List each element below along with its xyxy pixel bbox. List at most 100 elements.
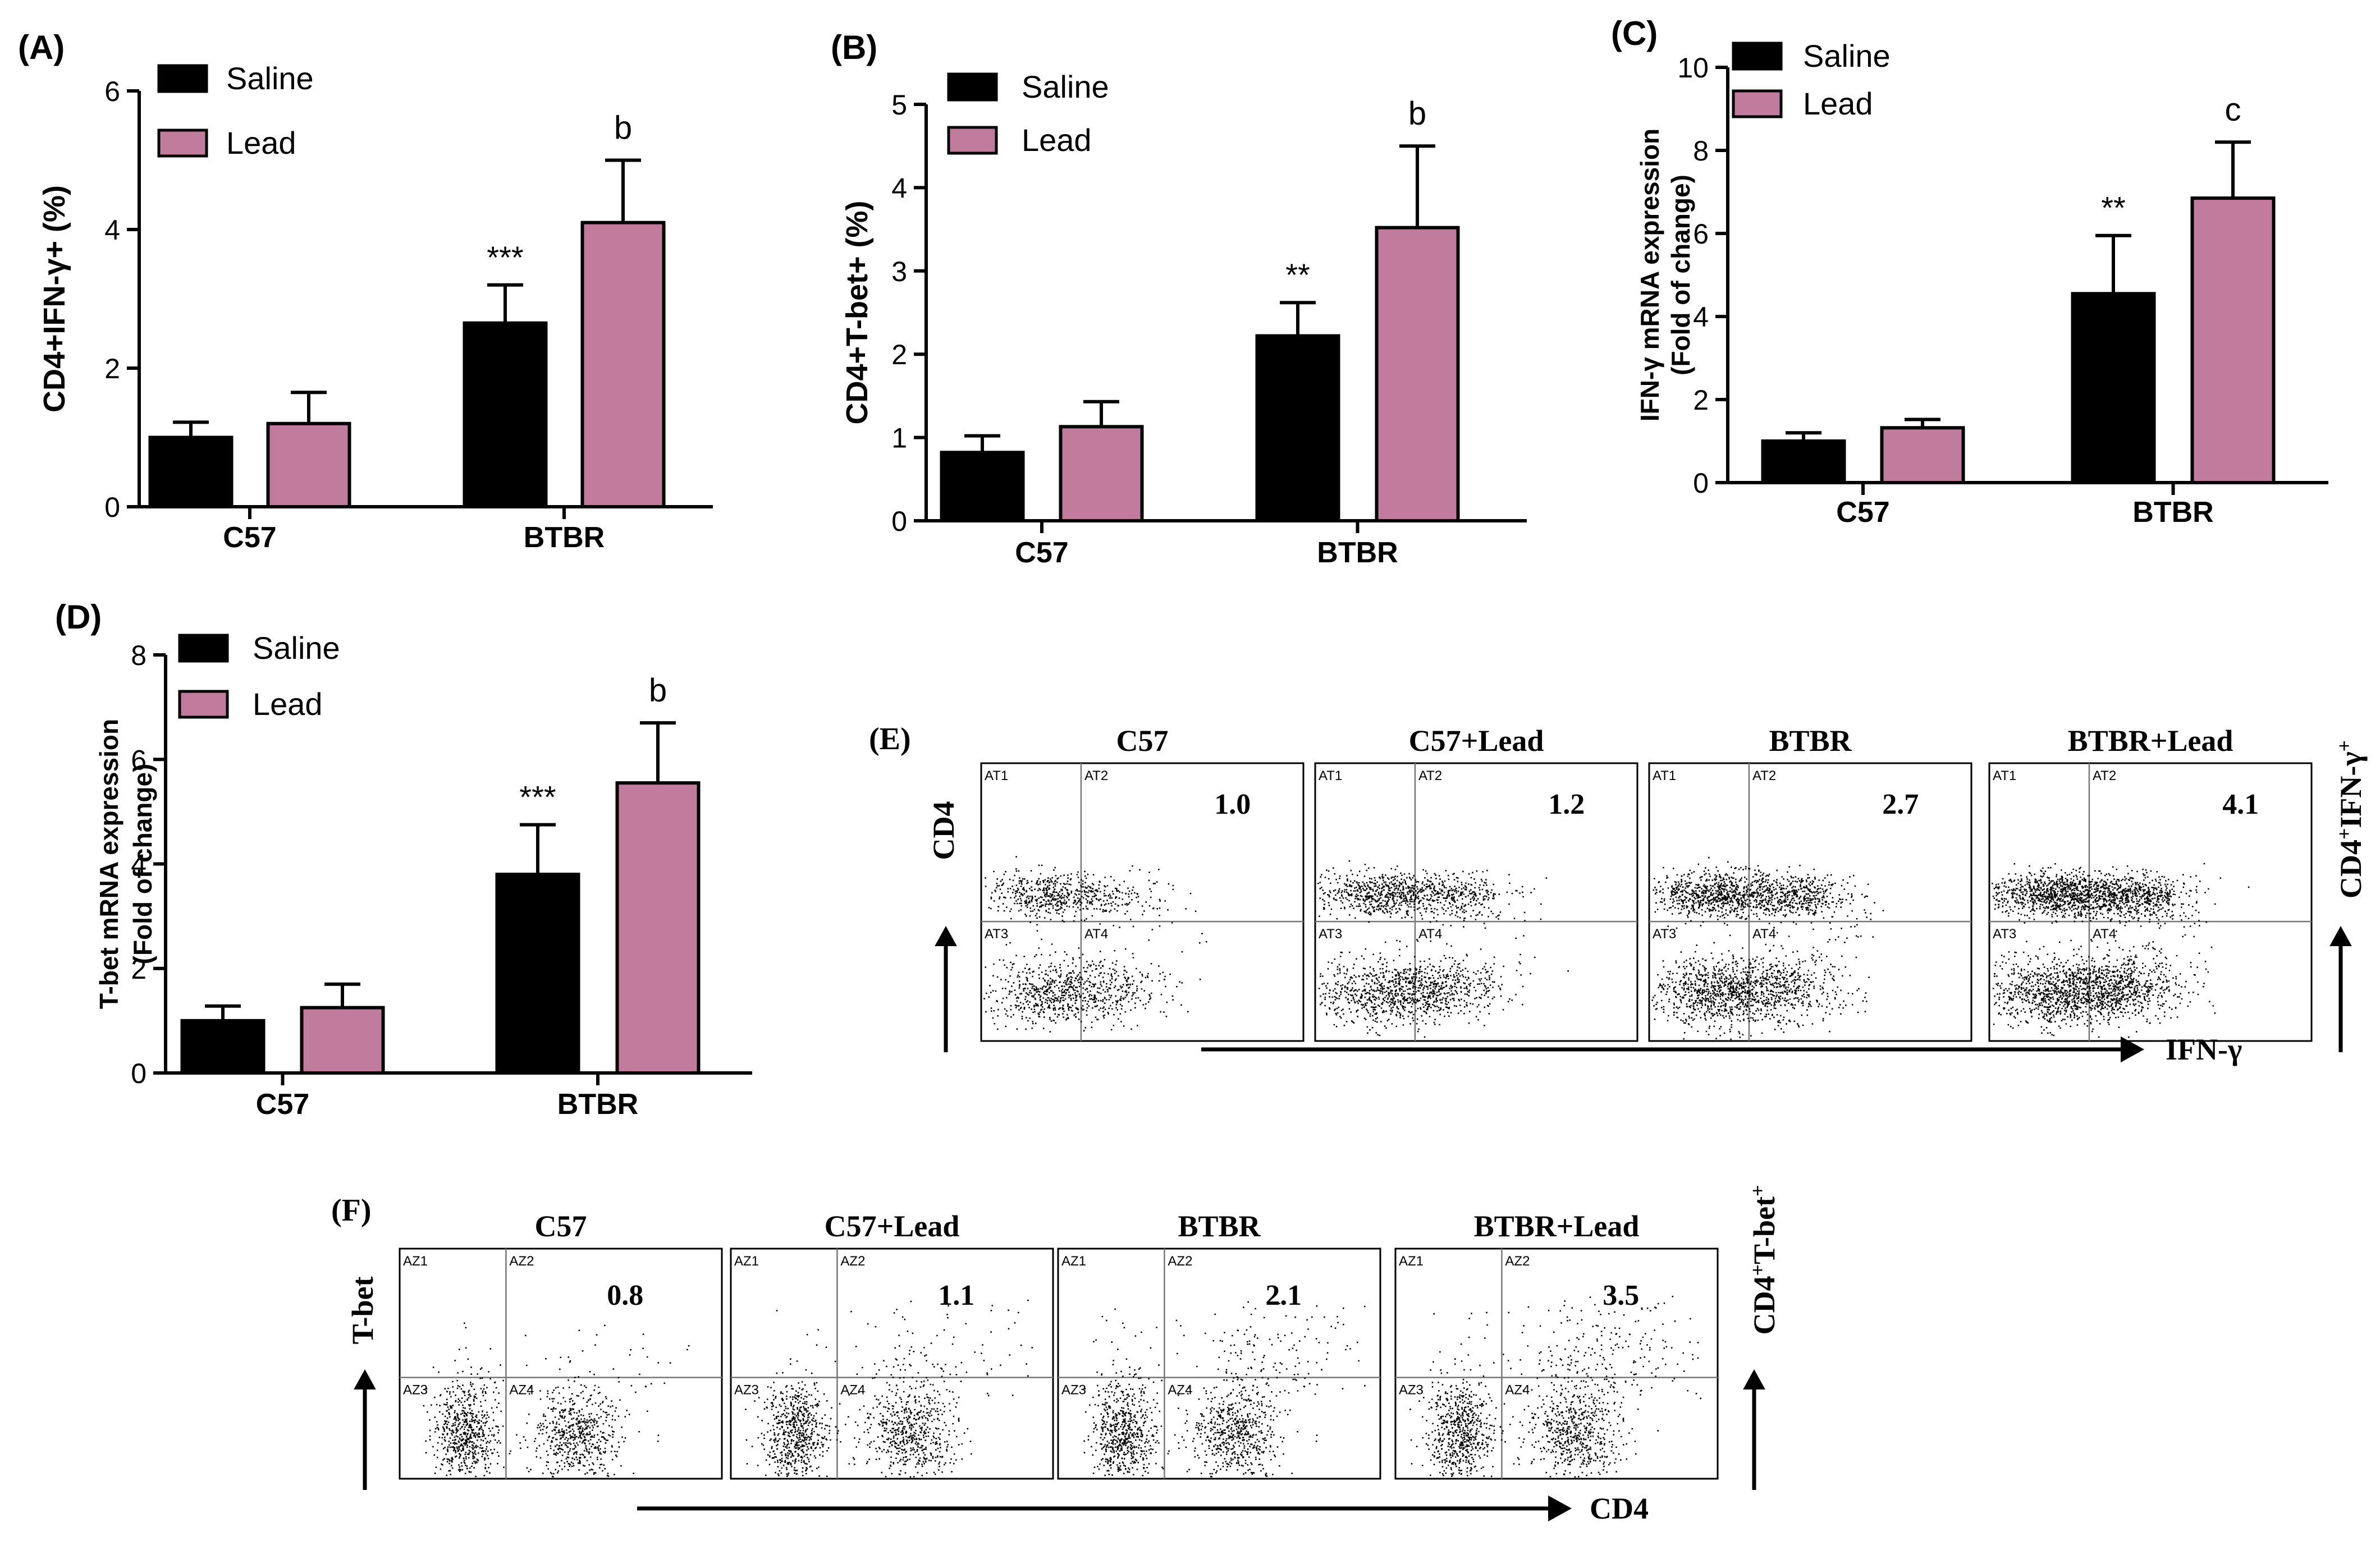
flow-panel-f: (F) C57 AZ1 AZ2 AZ3 AZ4 0.8 C57+Lead AZ1 AZ2 AZ3 AZ… [331,1185,1781,1525]
dot-plot: C57+Lead AT1 AT2 AT3 AT4 1.2 [1314,724,1638,1042]
y-tick-label: 6 [104,76,120,107]
dot-points [1651,856,1884,1040]
bar-chart-d: (D) 0 2 4 6 8 C57 BTBR *** b T-bet mRNA expression… [55,598,752,1121]
quadrant-label: AZ1 [1399,1254,1424,1269]
y-axis-title-line2: (Fold of change) [128,764,157,965]
dot-plot-title: BTBR [1769,724,1852,758]
legend-label: Saline [226,61,314,96]
population-arrow-head [1743,1369,1765,1389]
bar-lead [1059,425,1144,522]
legend-swatch [178,634,229,663]
quadrant-label: AZ4 [509,1383,534,1398]
quadrant-label: AT4 [1752,927,1776,942]
legend-swatch [157,64,208,93]
y-axis-title: IFN-γ mRNA expression [1635,129,1664,421]
dot-cloud [1992,863,2250,1038]
dot-plot: BTBR AZ1 AZ2 AZ3 AZ4 2.1 [1057,1209,1381,1480]
quadrant-label: AZ2 [1505,1254,1530,1269]
bar-lead [300,1006,385,1075]
dot-plot: C57 AZ1 AZ2 AZ3 AZ4 0.8 [399,1209,723,1480]
dot-points [1317,860,1569,1038]
quadrant-percent-value: 3.5 [1603,1279,1639,1311]
y-tick-label: 0 [891,506,907,537]
significance-label: b [1408,95,1426,132]
quadrant-label: AZ1 [1061,1254,1086,1269]
significance-label: *** [487,240,523,275]
x-tick-label: BTBR [557,1088,638,1121]
legend-swatch [1732,42,1783,71]
bar-chart-b: (B) 0 1 2 3 4 5 C57 BTBR ** b CD4+T-bet+ (%) Saline L… [831,29,1527,569]
bar-saline [1255,334,1340,522]
x-axis-marker-label: IFN-γ [2166,1033,2242,1066]
x-axis-marker-label: CD4 [1590,1492,1649,1525]
quadrant-label: AT3 [1319,927,1342,942]
y-tick-label: 2 [104,353,120,384]
y-tick-label: 2 [131,953,147,985]
x-tick-label: BTBR [524,521,605,554]
quadrant-percent-value: 1.0 [1214,788,1251,820]
x-tick-label: BTBR [1317,536,1398,569]
legend-label: Saline [1803,38,1891,74]
quadrant-percent-value: 1.1 [938,1279,974,1311]
quadrant-label: AT2 [1752,768,1776,783]
y-axis-title: T-bet mRNA expression [94,719,123,1009]
significance-label: c [2225,91,2241,128]
bar-saline [1761,439,1846,484]
quadrant-label: AZ4 [1168,1383,1192,1398]
legend-swatch [947,72,998,102]
y-tick-label: 6 [131,744,147,776]
population-label: CD4+IFN-γ+ [2333,740,2368,898]
significance-label: b [649,672,667,709]
y-axis-title-line2: (Fold of change) [1666,175,1695,375]
legend-label: Saline [1022,69,1109,104]
y-tick-label: 2 [1693,384,1709,416]
quadrant-label: AZ1 [734,1254,759,1269]
legend-swatch [178,690,229,719]
bar-lead [615,781,701,1075]
flow-panel-e: (E) C57 AT1 AT2 AT3 AT4 1.0 C57+Lead AT1 AT2 AT3 AT… [869,722,2368,1066]
dot-plot: C57 AT1 AT2 AT3 AT4 1.0 [980,724,1305,1042]
quadrant-percent-value: 1.2 [1548,788,1585,820]
quadrant-label: AZ4 [1505,1383,1530,1398]
y-tick-label: 5 [891,89,907,121]
dot-plot-title: C57 [1116,724,1169,758]
quadrant-label: AZ3 [734,1383,759,1398]
quadrant-label: AT4 [1084,927,1108,942]
dot-plot-frame [1314,762,1638,1042]
dot-cloud [1651,856,1884,1040]
dot-plot: BTBR+Lead AT1 AT2 AT3 AT4 4.1 [1988,724,2313,1042]
population-label-part: CD4 [1747,1276,1781,1335]
y-tick-label: 4 [131,849,147,880]
y-axis-title: CD4+T-bet+ (%) [840,200,874,424]
quadrant-label: AT1 [1653,768,1676,783]
legend-swatch [157,129,208,158]
quadrant-label: AT3 [1993,927,2016,942]
quadrant-label: AT4 [2093,927,2116,942]
quadrant-label: AT1 [985,768,1008,783]
significance-label: *** [519,779,556,815]
bar-chart-c: (C) 0 2 4 6 8 10 C57 BTBR ** c IFN-γ mRNA expressio… [1611,15,2328,529]
quadrant-label: AZ2 [509,1254,534,1269]
panel-label: (D) [55,598,102,636]
quadrant-label: AT2 [2093,768,2116,783]
legend-swatch [1732,89,1783,118]
y-tick-label: 3 [891,256,907,287]
legend-label: Lead [1803,86,1873,121]
quadrant-label: AZ3 [1061,1383,1086,1398]
bar-saline [180,1019,266,1075]
quadrant-label: AT2 [1084,768,1108,783]
legend-label: Saline [253,630,340,666]
y-axis-arrow-head [935,926,957,946]
quadrant-label: AT1 [1319,768,1342,783]
quadrant-label: AZ1 [403,1254,428,1269]
dot-plot-title: BTBR+Lead [2068,724,2233,758]
bar-lead [1375,226,1460,522]
y-tick-label: 8 [1693,135,1709,167]
y-tick-label: 4 [891,172,907,204]
bar-lead [1880,426,1965,485]
dot-plot-title: C57+Lead [1409,724,1544,758]
y-tick-label: 2 [891,339,907,370]
quadrant-percent-value: 0.8 [607,1279,643,1311]
bar-lead [580,221,666,508]
